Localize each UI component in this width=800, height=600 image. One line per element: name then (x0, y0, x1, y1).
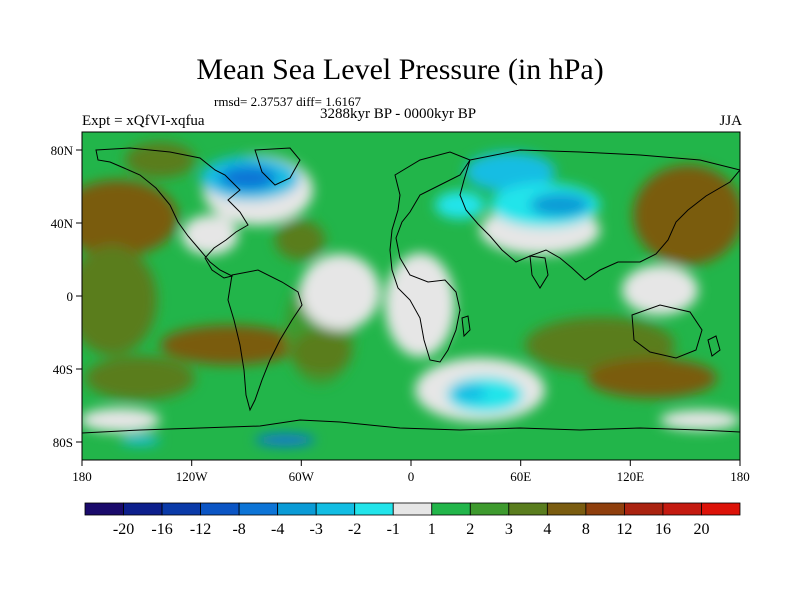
colorbar-label: -20 (113, 521, 134, 538)
x-tick-label: 120E (617, 469, 645, 484)
colorbar-label: -16 (151, 521, 172, 538)
x-tick-label: 60W (289, 469, 315, 484)
colorbar-box (508, 502, 548, 516)
anomaly-sio-core (587, 358, 717, 398)
colorbar-label: 4 (543, 521, 551, 538)
anomaly-sepac (160, 325, 300, 365)
colorbar-label: 16 (655, 521, 671, 538)
pressure-field (82, 132, 740, 460)
colorbar-label: -2 (348, 521, 361, 538)
neg-russia (465, 152, 555, 192)
x-tick-label: 180 (730, 469, 750, 484)
colorbar-box (585, 502, 625, 516)
neutral-africa (385, 253, 455, 357)
anomaly-wpac (633, 165, 740, 265)
colorbar-label: -3 (310, 521, 323, 538)
new-zealand-coast (707, 335, 721, 357)
coastlines (82, 147, 740, 434)
anomaly-npac (82, 180, 178, 256)
colorbar-box (392, 502, 433, 516)
page-title: Mean Sea Level Pressure (in hPa) (196, 53, 604, 86)
colorbar-box (84, 502, 124, 516)
asia-coast (459, 149, 740, 281)
colorbar-label: -12 (190, 521, 211, 538)
neg-south-atl-core (450, 384, 486, 402)
y-tick-label: 0 (67, 289, 74, 304)
neutral-southern (82, 408, 160, 432)
south-america-coast (227, 269, 303, 412)
colorbar-label: -1 (387, 521, 400, 538)
colorbar-label: 20 (693, 521, 709, 538)
neg-antarctic (255, 434, 315, 446)
y-tick-label: 40S (53, 362, 73, 377)
colorbar-box (315, 502, 356, 516)
europe-africa-coast (389, 151, 471, 363)
neutral-indonesia (622, 265, 698, 315)
anomaly-satl-core (292, 330, 352, 374)
y-tick-label: 80N (51, 143, 74, 158)
colorbar-box (238, 502, 279, 516)
colorbar-box (546, 502, 587, 516)
x-tick-label: 120W (176, 469, 209, 484)
x-tick-label: 0 (408, 469, 415, 484)
x-tick-label: 180 (72, 469, 92, 484)
colorbar-box (431, 502, 471, 516)
y-tick-label: 80S (53, 435, 73, 450)
colorbar-box (354, 502, 394, 516)
anomaly-spac (85, 356, 195, 400)
north-america-coast (95, 147, 249, 279)
neutral-usa (182, 215, 238, 255)
colorbar-box (123, 502, 163, 516)
anomaly-epac (82, 245, 157, 355)
anomaly-alaska (125, 142, 195, 178)
axis-ticks (76, 149, 741, 466)
colorbar-box (701, 502, 741, 516)
anomaly-natl (275, 220, 325, 260)
colorbar-label: 8 (582, 521, 590, 538)
neutral-southern-east (660, 410, 740, 430)
period-label: 3288kyr BP - 0000kyr BP (320, 106, 477, 122)
antarctica-coast (82, 419, 740, 434)
experiment-label: Expt = xQfVI-xqfua (82, 113, 205, 129)
colorbar-box (200, 502, 240, 516)
neg-antarctic-west (120, 435, 160, 445)
colorbar-label: 1 (428, 521, 436, 538)
india-coast (529, 255, 549, 289)
greenland-coast (254, 147, 301, 186)
neutral-brazil (300, 254, 380, 330)
x-tick-label: 60E (510, 469, 531, 484)
season-label: JJA (719, 113, 742, 129)
colorbar-box (277, 502, 317, 516)
colorbar: -20 -16 -12 -8 -4 -3 -2 -1 1 2 3 4 8 12 16 20 (84, 502, 741, 538)
madagascar-coast (461, 315, 471, 338)
colorbar-label: 2 (466, 521, 474, 538)
colorbar-box (161, 502, 201, 516)
colorbar-box (469, 502, 510, 516)
neg-siberia-core (530, 193, 590, 217)
y-tick-label: 40N (51, 216, 74, 231)
colorbar-label: 12 (616, 521, 632, 538)
colorbar-label: -8 (232, 521, 245, 538)
neg-europe (435, 191, 485, 219)
colorbar-label: 3 (505, 521, 513, 538)
australia-coast (631, 304, 703, 359)
colorbar-label: -4 (271, 521, 284, 538)
colorbar-box (662, 502, 702, 516)
stats-label: rmsd= 2.37537 diff= 1.6167 (214, 94, 361, 109)
colorbar-box (624, 502, 664, 516)
